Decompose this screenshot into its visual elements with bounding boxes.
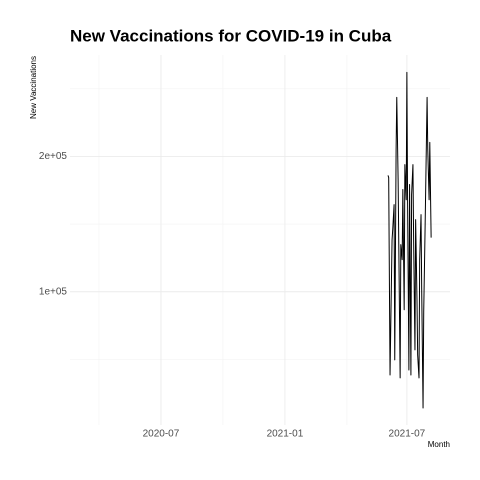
- line-series: [387, 71, 432, 409]
- x-tick-label: 2020-07: [143, 429, 180, 440]
- chart-title: New Vaccinations for COVID-19 in Cuba: [70, 26, 392, 45]
- x-tick-label: 2021-07: [389, 429, 426, 440]
- x-tick-label: 2021-01: [267, 429, 304, 440]
- y-axis-title: New Vaccinations: [29, 56, 38, 119]
- x-axis-title: Month: [428, 440, 450, 449]
- y-tick-label: 1e+05: [39, 286, 68, 297]
- y-tick-label: 2e+05: [39, 151, 68, 162]
